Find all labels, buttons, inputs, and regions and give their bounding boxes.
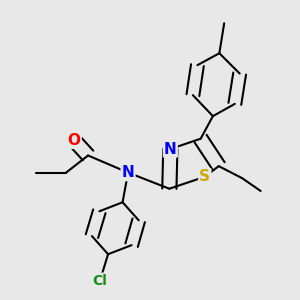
- Text: Cl: Cl: [93, 274, 107, 288]
- Text: O: O: [68, 133, 81, 148]
- Text: N: N: [164, 142, 177, 157]
- Text: N: N: [122, 165, 134, 180]
- Text: S: S: [199, 169, 210, 184]
